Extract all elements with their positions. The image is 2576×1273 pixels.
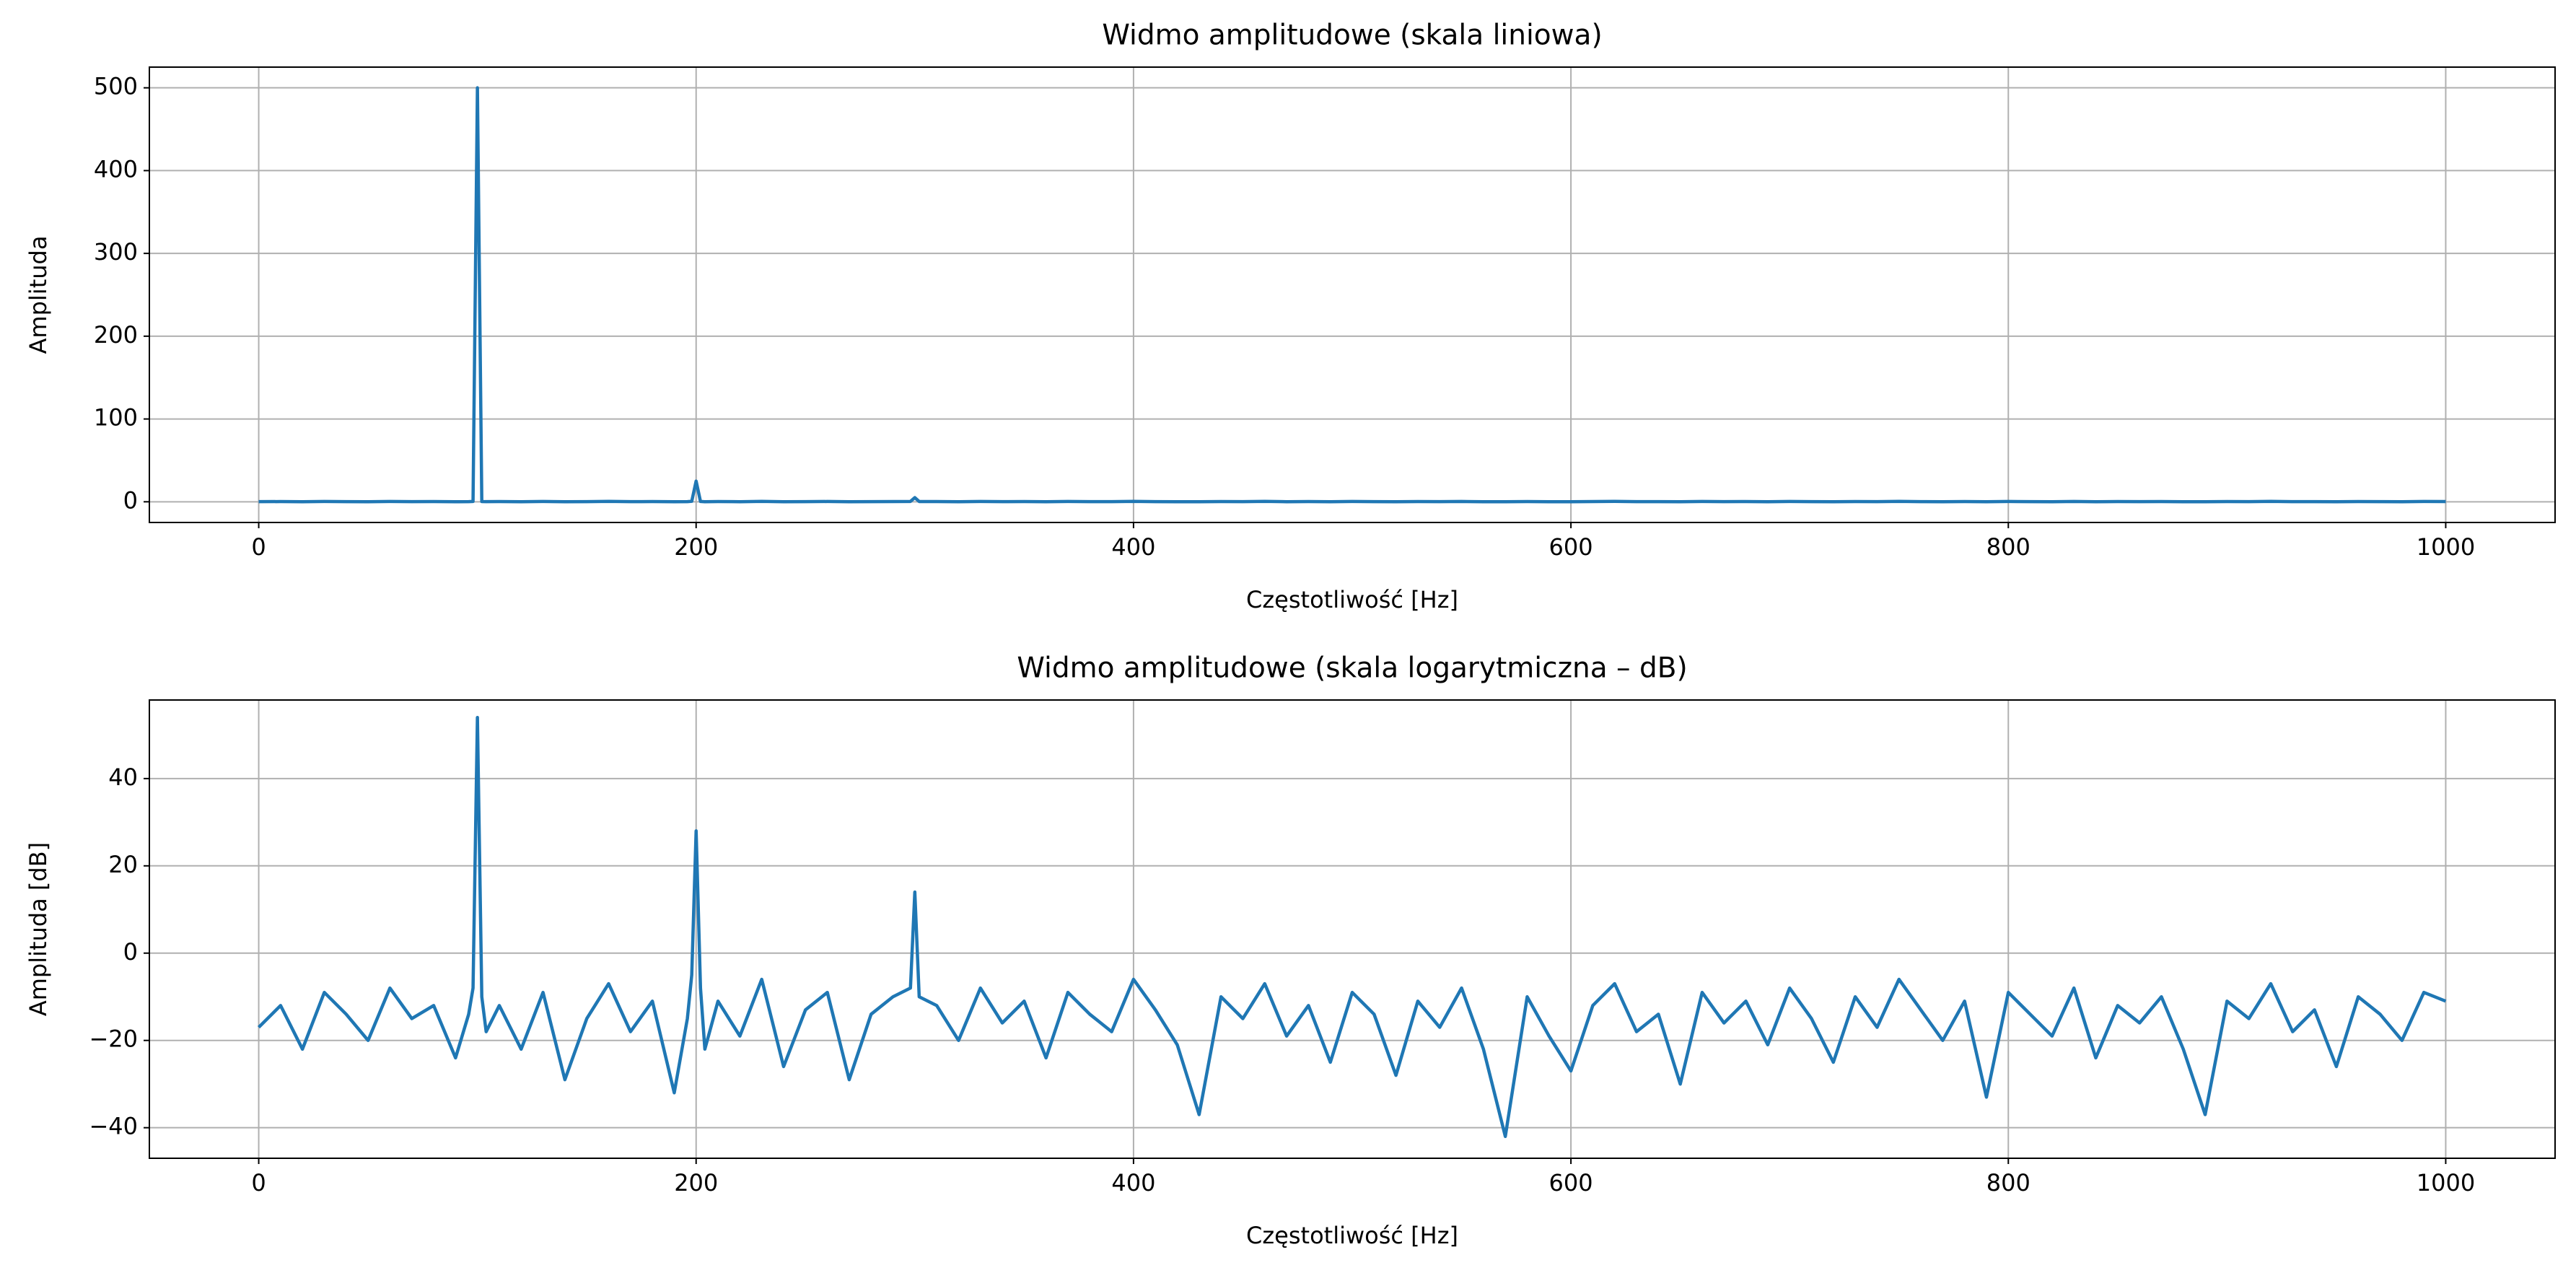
y-tick-label: 500 <box>94 73 138 100</box>
x-tick-label: 600 <box>1549 533 1593 561</box>
x-tick-label: 200 <box>674 1169 718 1197</box>
x-tick-label: 600 <box>1549 1169 1593 1197</box>
chart-title: Widmo amplitudowe (skala logarytmiczna –… <box>1017 652 1687 685</box>
x-tick-label: 0 <box>251 1169 266 1197</box>
x-tick-label: 800 <box>1986 533 2030 561</box>
x-tick-label: 1000 <box>2417 533 2475 561</box>
y-tick-label: 200 <box>94 321 138 349</box>
x-axis-label: Częstotliwość [Hz] <box>1246 586 1458 613</box>
y-tick-label: −40 <box>89 1113 138 1140</box>
y-tick-label: 400 <box>94 155 138 183</box>
chart-title: Widmo amplitudowe (skala liniowa) <box>1102 19 1602 52</box>
axes-frame <box>149 66 2556 523</box>
spectrum-line <box>257 715 2447 1139</box>
x-tick-label: 1000 <box>2417 1169 2475 1197</box>
y-tick-label: 300 <box>94 238 138 266</box>
x-tick-label: 400 <box>1111 1169 1155 1197</box>
y-axis-label: Amplituda [dB] <box>25 842 52 1016</box>
x-tick-label: 800 <box>1986 1169 2030 1197</box>
y-tick-label: 40 <box>108 764 138 791</box>
y-tick-label: 100 <box>94 404 138 432</box>
y-axis-label: Amplituda <box>25 236 52 354</box>
x-tick-label: 200 <box>674 533 718 561</box>
axes-frame <box>149 699 2556 1159</box>
x-tick-label: 400 <box>1111 533 1155 561</box>
y-tick-label: 0 <box>123 938 138 966</box>
y-tick-label: 20 <box>108 851 138 878</box>
x-axis-label: Częstotliwość [Hz] <box>1246 1222 1458 1249</box>
x-tick-label: 0 <box>251 533 266 561</box>
y-tick-label: −20 <box>89 1025 138 1053</box>
spectrum-line <box>258 86 2446 504</box>
y-tick-label: 0 <box>123 486 138 514</box>
